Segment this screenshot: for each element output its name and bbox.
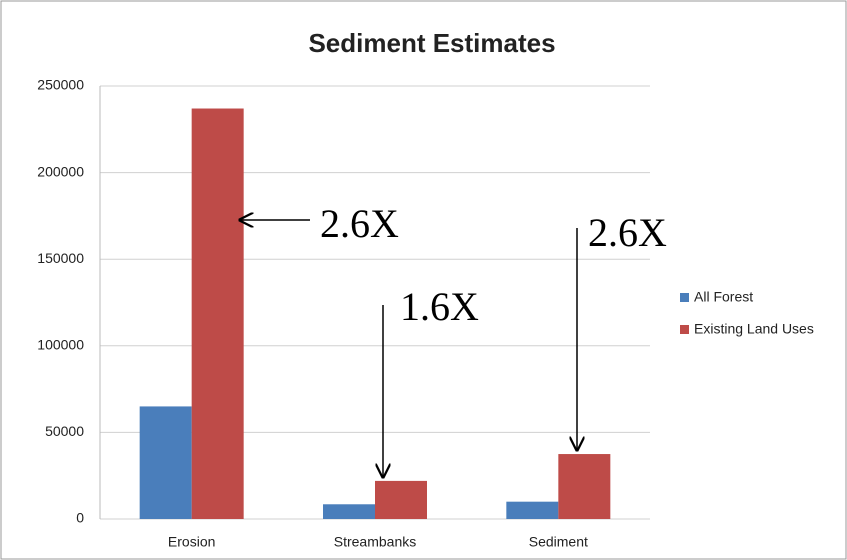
plot: 0 50000 100000 150000 200000 250000 Erosion Str… — [37, 77, 814, 550]
y-tick-label: 100000 — [37, 337, 84, 353]
x-tick-label: Erosion — [168, 534, 215, 550]
bar — [506, 501, 559, 519]
chart-title: Sediment Estimates — [308, 28, 555, 58]
legend-label: Existing Land Uses — [694, 321, 814, 337]
y-tick-label: 0 — [76, 510, 84, 526]
bar — [323, 504, 375, 519]
x-tick-label: Streambanks — [334, 534, 416, 550]
y-tick-label: 150000 — [37, 250, 84, 266]
legend-swatch — [680, 293, 689, 302]
legend-label: All Forest — [694, 289, 753, 305]
y-tick-label: 50000 — [45, 423, 84, 439]
legend-swatch — [680, 325, 689, 334]
x-tick-label: Sediment — [529, 534, 588, 550]
y-tick-label: 200000 — [37, 163, 84, 179]
bar — [375, 480, 427, 519]
bar — [558, 454, 611, 519]
bar — [139, 406, 192, 519]
annotation: 1.6X — [400, 284, 479, 329]
y-tick-label: 250000 — [37, 77, 84, 93]
bar — [191, 108, 244, 520]
annotation: 2.6X — [588, 210, 667, 255]
annotation: 2.6X — [320, 201, 399, 246]
